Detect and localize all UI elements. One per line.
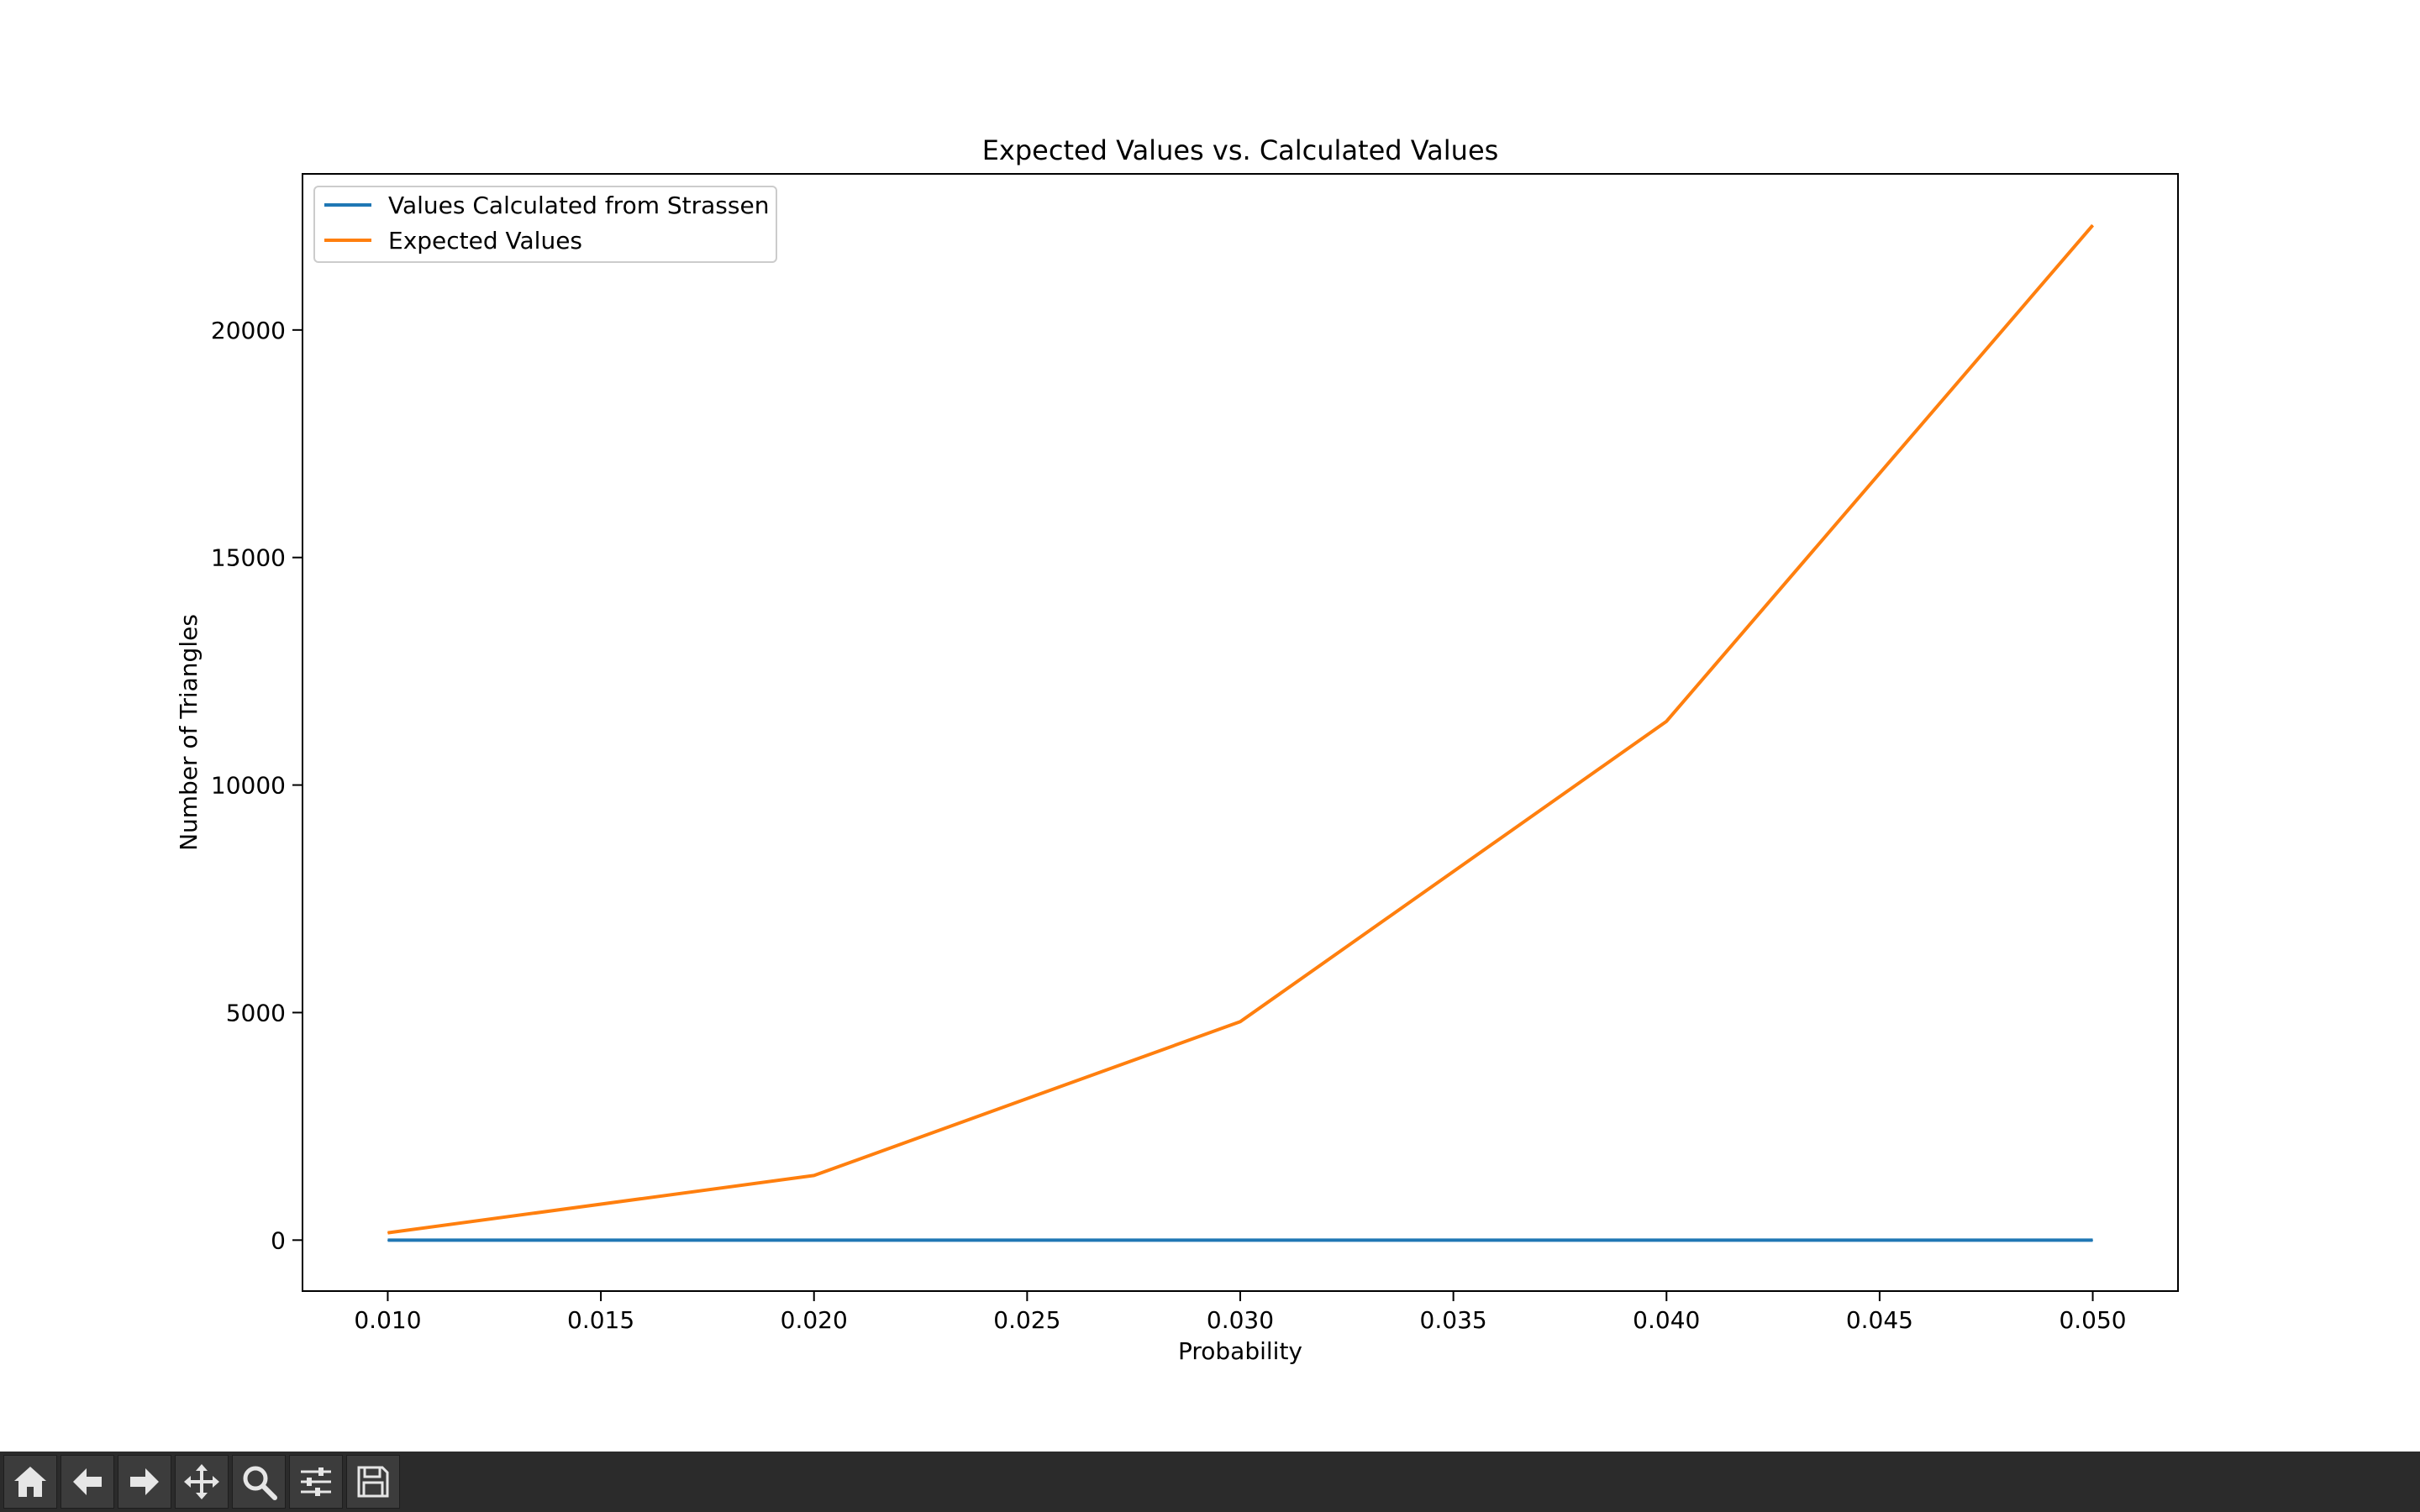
figure: Expected Values vs. Calculated Values 0.… [175,134,2179,1365]
forward-arrow-button[interactable] [118,1455,171,1509]
x-tick-label: 0.010 [354,1306,421,1334]
data-point [2092,224,2094,226]
y-tick-label: 20000 [211,317,286,344]
configure-subplots-icon [301,1467,331,1496]
pan-icon [184,1464,219,1499]
save-icon [357,1466,389,1498]
pan-button[interactable] [175,1455,229,1509]
x-tick-label: 0.015 [567,1306,634,1334]
y-tick-label: 0 [271,1226,286,1254]
navigation-toolbar [0,1452,2420,1512]
configure-subplots-button[interactable] [289,1455,343,1509]
plot-area[interactable] [302,173,2179,1292]
legend-label: Values Calculated from Strassen [388,192,769,219]
data-point [2092,1239,2094,1241]
data-point [1665,1239,1667,1241]
y-tick-label: 15000 [211,544,286,572]
x-tick-label: 0.025 [993,1306,1060,1334]
data-point [1665,721,1667,722]
y-axis-label: Number of Triangles [175,614,203,851]
data-point [813,1174,815,1176]
x-tick-label: 0.040 [1633,1306,1700,1334]
data-point [1239,1021,1241,1022]
x-tick-label: 0.045 [1846,1306,1913,1334]
axes-frame [302,173,2179,1292]
data-point [387,1232,388,1234]
data-point [387,1239,388,1241]
home-button[interactable] [3,1455,57,1509]
y-tick-label: 10000 [211,772,286,800]
x-tick-label: 0.020 [781,1306,848,1334]
data-point [1239,1239,1241,1241]
chart-title: Expected Values vs. Calculated Values [982,134,1499,166]
zoom-icon [243,1466,277,1500]
data-point [813,1239,815,1241]
legend: Values Calculated from Strassen Expected … [313,186,777,263]
y-axis: 0 5000 10000 15000 20000 [211,317,302,1254]
x-axis: 0.010 0.015 0.020 0.025 0.030 0.035 0.040 0.045… [354,1291,2127,1334]
legend-box [313,186,777,263]
back-arrow-icon [73,1468,102,1495]
series-layer [387,223,2095,1242]
x-tick-label: 0.035 [1420,1306,1487,1334]
x-axis-label: Probability [1178,1337,1302,1365]
save-button[interactable] [346,1455,400,1509]
home-icon [14,1467,46,1497]
zoom-button[interactable] [232,1455,286,1509]
forward-arrow-icon [130,1468,159,1495]
x-tick-label: 0.030 [1207,1306,1274,1334]
y-tick-label: 5000 [226,999,286,1026]
x-tick-label: 0.050 [2059,1306,2126,1334]
back-arrow-button[interactable] [60,1455,114,1509]
legend-label: Expected Values [388,227,582,255]
